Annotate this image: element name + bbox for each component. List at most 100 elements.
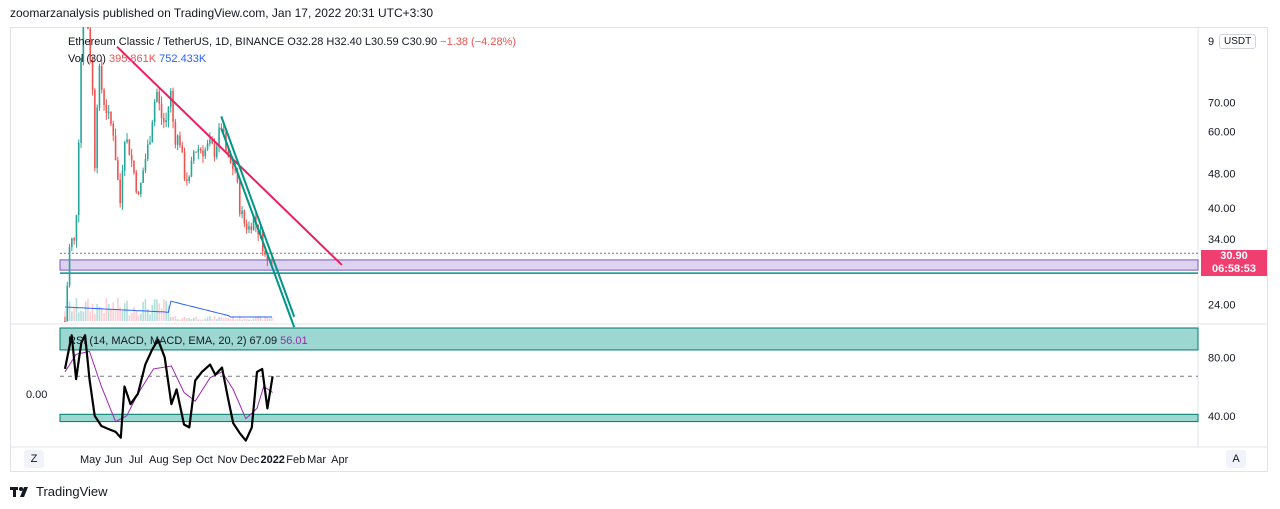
volume-bar — [167, 305, 170, 321]
candle-body — [80, 61, 82, 143]
candle-body — [160, 103, 163, 119]
volume-bar — [195, 316, 197, 321]
volume-bar — [204, 318, 207, 321]
candle-body — [66, 285, 69, 322]
candle-body — [100, 66, 103, 90]
time-tick-label: Nov — [218, 454, 238, 466]
rsi-band-0 — [59, 327, 1199, 351]
support-zone — [59, 259, 1199, 271]
rsi-tick-label: 80.00 — [1208, 352, 1236, 364]
candle-body — [130, 154, 133, 161]
volume-bar — [197, 319, 200, 321]
candle-body — [215, 146, 218, 157]
candle-body — [123, 141, 126, 171]
candle-body — [266, 254, 269, 261]
chart-canvas[interactable]: 24.0030.0034.0040.0048.0060.0070.00940.0… — [10, 27, 1268, 472]
volume-bar — [130, 312, 133, 321]
volume-bar — [149, 314, 151, 321]
currency-button[interactable]: USDT — [1219, 34, 1257, 49]
rsi-tick-label: 40.00 — [1208, 411, 1236, 423]
candle-body — [137, 192, 140, 195]
published-line: zoomarzanalysis published on TradingView… — [10, 6, 434, 20]
volume-bar — [181, 318, 184, 321]
time-tick-label: Jul — [129, 454, 143, 466]
candle-body — [91, 59, 94, 90]
volume-bar — [206, 317, 209, 321]
candle-body — [64, 321, 66, 322]
footer-brand[interactable]: TradingView — [36, 484, 108, 499]
volume-bar — [172, 316, 174, 321]
candle-body — [197, 148, 200, 153]
candle-body — [181, 145, 184, 153]
candle-body — [232, 163, 234, 170]
volume-bar — [140, 313, 142, 321]
candle-body — [151, 122, 154, 143]
volume-bar — [186, 318, 188, 321]
candle-body — [128, 139, 131, 155]
price-tick-label: 60.00 — [1208, 126, 1236, 138]
volume-bar — [248, 319, 250, 321]
countdown-badge: 06:58:53 — [1201, 263, 1267, 276]
volume-bar — [245, 318, 248, 321]
volume-bar — [103, 313, 105, 321]
volume-bar — [151, 304, 154, 321]
volume-bar — [87, 298, 89, 321]
volume-bar — [75, 298, 78, 321]
candle-body — [89, 28, 92, 60]
volume-bar — [179, 319, 181, 321]
volume-bar — [169, 316, 172, 321]
volume-bar — [215, 319, 218, 321]
rsi-label[interactable]: RSI (14, MACD, MACD, EMA, 20, 2) — [68, 335, 247, 347]
time-tick-label: May — [80, 454, 101, 466]
volume-bar — [110, 309, 112, 321]
volume-bar — [114, 309, 117, 321]
volume-bar — [218, 316, 220, 321]
volume-bar — [190, 319, 193, 321]
rsi-ma-line — [64, 350, 273, 423]
volume-bar — [142, 301, 144, 321]
auto-scale-button[interactable]: A — [1226, 450, 1246, 468]
candle-body — [213, 143, 216, 157]
volume-bar — [268, 318, 271, 321]
volume-bar — [264, 316, 266, 321]
candle-body — [183, 152, 186, 180]
volume-bar — [257, 315, 259, 321]
legend-symbol[interactable]: Ethereum Classic / TetherUS, 1D, BINANCE — [68, 36, 285, 48]
timezone-z-button[interactable]: Z — [24, 450, 44, 468]
candle-body — [243, 210, 246, 224]
legend-rsi: RSI (14, MACD, MACD, EMA, 20, 2) 67.09 5… — [68, 335, 308, 347]
candle-body — [114, 135, 117, 161]
candle-body — [241, 210, 243, 215]
time-tick-label: 2022 — [260, 454, 284, 466]
candle-body — [77, 142, 80, 216]
volume-bar — [137, 315, 140, 321]
volume-bar — [202, 319, 204, 321]
candle-body — [73, 238, 75, 241]
volume-bar — [91, 303, 94, 321]
volume-bar — [163, 299, 165, 321]
candle-body — [271, 259, 273, 262]
volume-bar — [77, 312, 80, 321]
candle-body — [119, 179, 121, 203]
legend-change: −1.38 (−4.28%) — [440, 36, 517, 48]
volume-bar — [119, 307, 121, 321]
candle-body — [107, 111, 110, 114]
price-tick-label: 48.00 — [1208, 169, 1236, 181]
volume-bar — [84, 301, 87, 321]
price-tick-label: 9 — [1208, 36, 1214, 48]
candle-body — [195, 151, 197, 153]
volume-bar — [199, 319, 202, 321]
candle-body — [202, 150, 204, 157]
candle-body — [82, 27, 85, 62]
volume-label[interactable]: Vol (30) — [68, 53, 106, 65]
candle-body — [117, 160, 119, 180]
candle-body — [167, 106, 170, 120]
rsi-left-label: 0.00 — [26, 389, 47, 401]
time-tick-label: Feb — [286, 454, 305, 466]
volume-bar — [211, 318, 213, 321]
legend-volume: Vol (30) 395.861K 752.433K — [68, 53, 206, 65]
volume-bar — [266, 316, 269, 321]
time-tick-label: Oct — [196, 454, 213, 466]
footer: TradingView — [10, 484, 108, 499]
candle-body — [98, 66, 101, 108]
